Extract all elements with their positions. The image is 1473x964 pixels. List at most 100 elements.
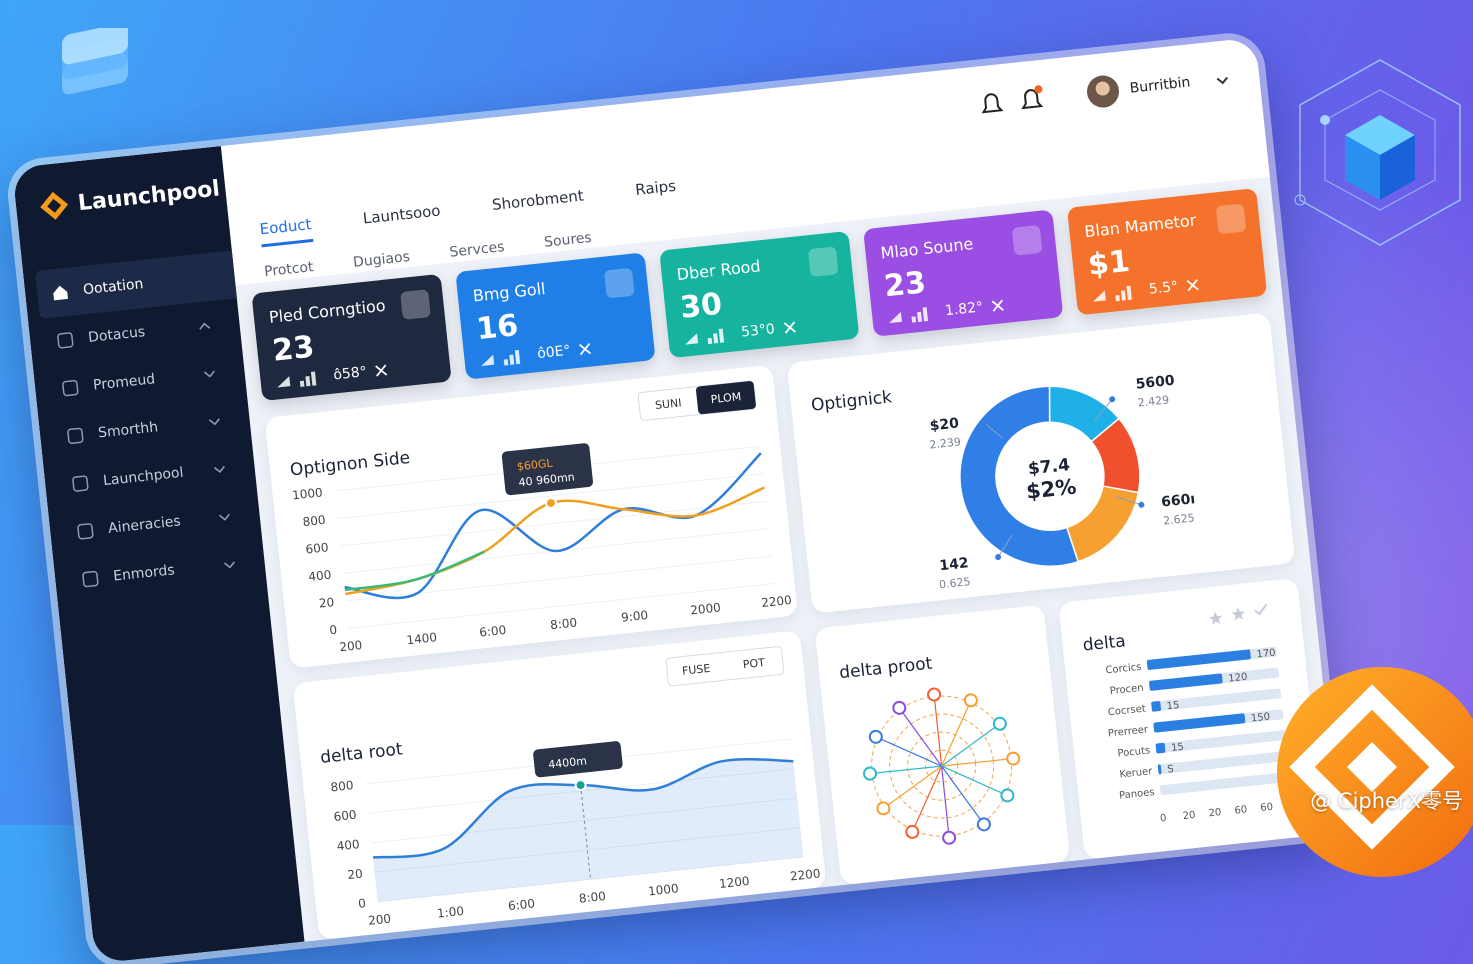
close-icon[interactable] — [578, 341, 593, 356]
close-icon[interactable] — [374, 363, 389, 378]
nav-item[interactable]: Dotacus — [40, 298, 242, 366]
nav-item[interactable]: Launchpool — [55, 441, 257, 509]
mini-icon — [1092, 290, 1106, 302]
tooltip-text: $60GL — [516, 457, 554, 474]
stat-footer: 1.82° — [887, 297, 1006, 325]
callout-sub: 0.625 — [938, 575, 971, 591]
decor-coin — [1277, 667, 1473, 877]
nav-item[interactable]: Smorthh — [50, 394, 252, 462]
bar — [1146, 649, 1251, 670]
nav-item[interactable]: Promeud — [45, 346, 247, 414]
bar-label: Pocuts — [1117, 745, 1151, 759]
mini-bar — [911, 316, 917, 323]
stat-title: Pled Corngtioo — [268, 295, 387, 327]
logo-inner — [47, 198, 62, 213]
stat-value: $1 — [1086, 243, 1132, 283]
radar-spoke — [933, 694, 943, 767]
line — [344, 550, 485, 592]
chevron — [1216, 76, 1228, 85]
stat-cards: Pled Corngtioo 23 ô58° Bmg Goll 16 ô0E° Dber R… — [12, 37, 1268, 402]
nav-item[interactable]: Ootation — [34, 250, 237, 319]
mini-bar — [1115, 294, 1120, 302]
decor-layer — [62, 28, 128, 65]
bar — [1157, 764, 1162, 775]
stat-delta: ô0E° — [536, 342, 572, 363]
bar-label: Corcics — [1105, 662, 1142, 677]
chart-title: delta proot — [838, 654, 933, 684]
x-tick-label: 6:00 — [507, 896, 535, 913]
toggle-label[interactable]: POT — [742, 656, 766, 671]
stat-title: Mlao Soune — [879, 233, 975, 263]
mini-bar — [310, 371, 317, 386]
toggle-button[interactable] — [696, 381, 757, 415]
coin-core — [1347, 742, 1397, 792]
stat-icon — [807, 246, 839, 278]
radar-spoke — [941, 723, 1001, 767]
stat-mini-icons — [277, 371, 317, 388]
decor-face — [1380, 135, 1415, 200]
close-icon[interactable] — [782, 320, 797, 335]
nav-chevron — [203, 370, 215, 378]
x-axis-label: 60 — [1260, 802, 1274, 814]
radar-node — [1006, 751, 1021, 766]
star-icon[interactable] — [1231, 607, 1246, 621]
close-icon[interactable] — [990, 298, 1005, 313]
close-cross — [991, 299, 1005, 312]
tab[interactable]: Raips — [634, 176, 677, 199]
nav-item[interactable]: Aineracies — [60, 489, 262, 557]
stat-mini-icons — [889, 307, 929, 324]
mini-bar — [713, 333, 719, 344]
x-tick-label: 200 — [339, 638, 363, 654]
bar-track — [1155, 730, 1286, 754]
radar-node — [868, 729, 883, 744]
star-icon[interactable] — [1208, 611, 1223, 625]
decor-cube — [1294, 59, 1461, 246]
decor-logo — [62, 28, 128, 95]
nav-label: Smorthh — [97, 419, 159, 442]
check-icon — [1254, 603, 1268, 616]
nav-icon-box — [77, 523, 94, 540]
nav-chevron — [208, 418, 220, 426]
callout-line — [997, 534, 1014, 558]
line — [345, 486, 765, 596]
radar-node — [1000, 788, 1015, 803]
stat-footer: 5.5° — [1090, 277, 1200, 304]
stat-icon — [400, 289, 431, 320]
toggle-label[interactable]: PLOM — [710, 390, 742, 406]
tab[interactable]: Eoduct — [258, 215, 314, 248]
stat-card: Mlao Soune 23 1.82° — [863, 209, 1064, 337]
close-cross — [579, 342, 592, 356]
callout-dot — [1138, 501, 1145, 508]
nav-icon-box — [57, 332, 74, 349]
x-tick-label: 2200 — [789, 866, 821, 883]
mini-bar — [299, 380, 305, 388]
x-axis-label: 20 — [1208, 807, 1222, 819]
radar-node — [927, 687, 942, 702]
tooltip-box — [533, 741, 623, 778]
stat-card: Bmg Goll 16 ô0E° — [455, 252, 656, 380]
nav-item[interactable]: Enmords — [65, 537, 267, 605]
user-chevron[interactable] — [1214, 72, 1232, 90]
radar-node — [976, 817, 991, 832]
y-tick-label: 0 — [357, 896, 366, 911]
mini-icon — [481, 354, 495, 367]
bell-icon[interactable] — [981, 93, 1004, 114]
radar-node — [863, 766, 878, 781]
close-icon[interactable] — [1185, 278, 1200, 293]
radar-spoke — [941, 757, 1014, 767]
toggle-label[interactable]: FUSE — [681, 662, 711, 678]
header-icons[interactable] — [969, 70, 1122, 125]
radar-spoke — [941, 765, 985, 825]
nav-icon-box — [67, 427, 84, 444]
callout-label: 660ı — [1160, 491, 1196, 510]
chevron — [223, 561, 236, 569]
mini-icon — [685, 333, 699, 345]
radar-node — [992, 716, 1007, 731]
notification-dot — [1034, 85, 1043, 94]
nav-icon — [62, 379, 79, 397]
toggle-label[interactable]: SUNI — [654, 396, 682, 412]
bell-icon[interactable] — [1021, 89, 1044, 110]
x-axis-label: 60 — [1234, 804, 1248, 816]
nav-icon — [53, 285, 68, 301]
bar-value-label: S — [1167, 764, 1174, 776]
